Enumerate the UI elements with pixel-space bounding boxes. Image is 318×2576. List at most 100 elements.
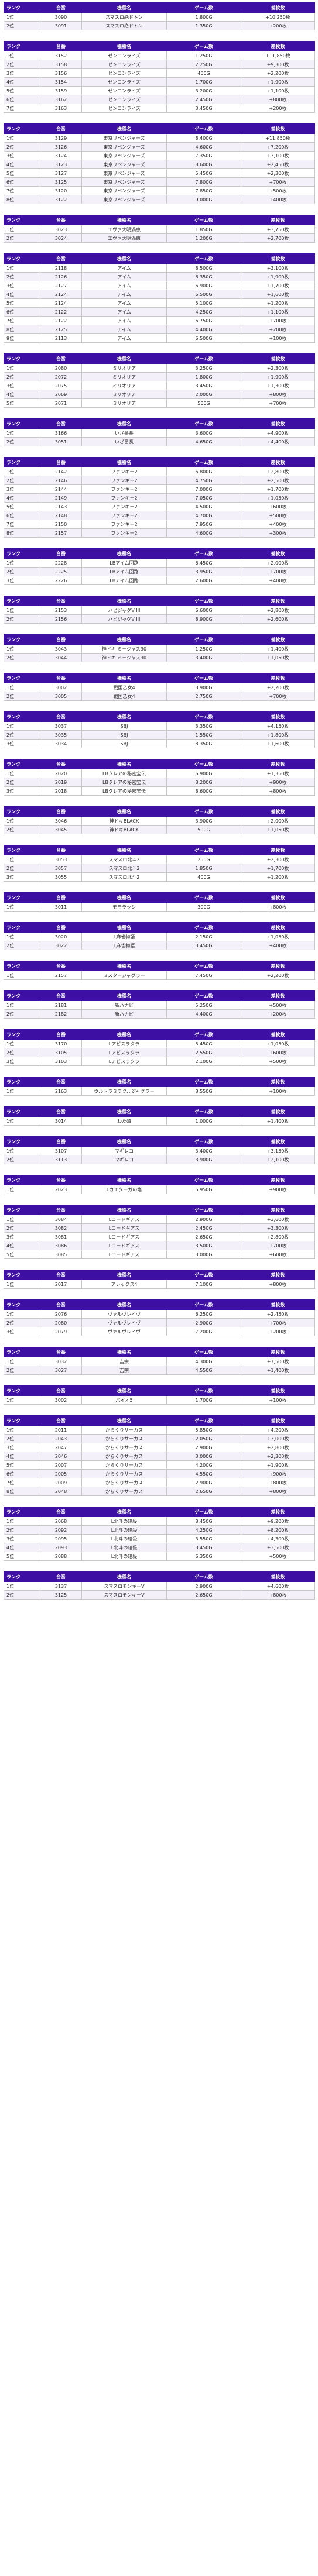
table-row: 1位 3170 Lアビスラクラ 5,450G +1,050枚 (4, 1039, 315, 1048)
game-count-cell: 6,350G (166, 272, 241, 281)
rank-cell: 2位 (4, 142, 40, 152)
rank-cell: 3位 (4, 381, 40, 390)
machine-number-cell: 3122 (40, 195, 82, 204)
rank-cell: 2位 (4, 1590, 40, 1600)
diff-coins-cell: +800枚 (241, 390, 315, 399)
table-header-row: ランク 台番 機種名 ゲーム数 差枚数 (4, 1385, 315, 1396)
diff-coins-cell: +8,200枚 (241, 1525, 315, 1535)
rank-cell: 2位 (4, 864, 40, 873)
table-row: 2位 2043 からくりサーカス 2,050G +3,000枚 (4, 1434, 315, 1443)
game-count-cell: 1,550G (166, 730, 241, 740)
table-row: 1位 3014 わた婿 1,000G +1,400枚 (4, 1116, 315, 1126)
game-count-cell: 2,000G (166, 390, 241, 399)
table-header-row: ランク 台番 機種名 ゲーム数 差枚数 (4, 711, 315, 722)
game-count-header: ゲーム数 (166, 2, 241, 13)
table-row: 6位 2148 ファンキー2 4,700G +500枚 (4, 511, 315, 520)
machine-name-header: 機種名 (81, 1507, 167, 1517)
game-count-cell: 2,050G (166, 1434, 241, 1443)
machine-name-cell: からくりサーカス (81, 1443, 167, 1452)
machine-number-cell: 3137 (40, 1581, 82, 1591)
ranking-block: ランク 台番 機種名 ゲーム数 差枚数 1位 2157 ミスタージャグラー 7,450G +2,2… (4, 961, 315, 980)
ranking-table: ランク 台番 機種名 ゲーム数 差枚数 1位 3002 バイオ5 1,700G +100枚 (4, 1385, 315, 1405)
table-row: 1位 2023 Lカエターガの塔 5,950G +900枚 (4, 1185, 315, 1194)
game-count-cell: 500G (166, 398, 241, 408)
machine-number-cell: 3020 (40, 932, 82, 941)
diff-coins-header: 差枚数 (241, 1299, 315, 1310)
table-row: 4位 2093 L北斗の暗殺 3,450G +3,500枚 (4, 1543, 315, 1552)
machine-number-header: 台番 (40, 990, 82, 1001)
game-count-header: ゲーム数 (166, 892, 241, 903)
game-count-cell: 1,000G (166, 1116, 241, 1126)
rank-cell: 1位 (4, 1357, 40, 1366)
machine-name-cell: SBJ (81, 730, 167, 740)
machine-number-header: 台番 (40, 1270, 82, 1280)
ranking-block: ランク 台番 機種名 ゲーム数 差枚数 1位 2142 ファンキー2 6,800G +2,800枚… (4, 457, 315, 538)
rank-cell: 3位 (4, 576, 40, 585)
ranking-block: ランク 台番 機種名 ゲーム数 差枚数 1位 3023 エヴァ大明渦恵 1,850G +3,750… (4, 215, 315, 243)
rank-header: ランク (4, 990, 40, 1001)
rank-cell: 3位 (4, 1232, 40, 1241)
ranking-block: ランク 台番 機種名 ゲーム数 差枚数 1位 2011 からくりサーカス 5,850G +4,20… (4, 1415, 315, 1496)
machine-number-cell: 3158 (40, 60, 82, 69)
table-header-row: ランク 台番 機種名 ゲーム数 差枚数 (4, 806, 315, 817)
game-count-cell: 2,900G (166, 1215, 241, 1224)
machine-name-header: 機種名 (81, 845, 167, 855)
rank-cell: 6位 (4, 95, 40, 104)
machine-name-header: 機種名 (81, 1205, 167, 1215)
machine-name-cell: 戦国乙女4 (81, 692, 167, 701)
rank-cell: 3位 (4, 484, 40, 494)
game-count-header: ゲーム数 (166, 673, 241, 683)
diff-coins-header: 差枚数 (241, 1385, 315, 1396)
machine-number-header: 台番 (40, 457, 82, 467)
machine-number-cell: 2095 (40, 1534, 82, 1543)
diff-coins-cell: +100枚 (241, 333, 315, 343)
diff-coins-cell: +800枚 (241, 902, 315, 912)
table-row: 9位 2113 アイム 6,500G +100枚 (4, 333, 315, 343)
ranking-block: ランク 台番 機種名 ゲーム数 差枚数 1位 2076 ヴァルヴレイヴ 6,250G +2,450… (4, 1299, 315, 1336)
diff-coins-header: 差枚数 (241, 457, 315, 467)
machine-name-cell: ミリオリア (81, 390, 167, 399)
machine-name-header: 機種名 (81, 1299, 167, 1310)
machine-number-cell: 3086 (40, 1241, 82, 1250)
game-count-cell: 5,850G (166, 1425, 241, 1435)
machine-name-cell: 東京リベンジャーズ (81, 195, 167, 204)
machine-number-cell: 2113 (40, 333, 82, 343)
table-row: 2位 3158 ゼンロンライズ 2,250G +9,300枚 (4, 60, 315, 69)
machine-name-cell: スマスロ絶ドトン (81, 21, 167, 30)
diff-coins-cell: +2,700枚 (241, 233, 315, 243)
machine-name-cell: L麻雀物語 (81, 941, 167, 950)
game-count-cell: 1,200G (166, 233, 241, 243)
machine-number-cell: 3084 (40, 1215, 82, 1224)
table-row: 1位 3002 戦国乙女4 3,900G +2,200枚 (4, 683, 315, 692)
diff-coins-cell: +2,450枚 (241, 1309, 315, 1319)
diff-coins-cell: +11,850枚 (241, 51, 315, 60)
ranking-table: ランク 台番 機種名 ゲーム数 差枚数 1位 2068 L北斗の暗殺 8,450G +9,200枚… (4, 1507, 315, 1561)
machine-name-cell: 東京リベンジャーズ (81, 151, 167, 160)
machine-number-header: 台番 (40, 548, 82, 559)
diff-coins-cell: +900枚 (241, 778, 315, 787)
machine-name-cell: 東京リベンジャーズ (81, 186, 167, 195)
rank-cell: 2位 (4, 60, 40, 69)
diff-coins-cell: +11,850枚 (241, 133, 315, 143)
table-row: 4位 3123 東京リベンジャーズ 8,600G +2,450枚 (4, 160, 315, 169)
machine-number-cell: 2125 (40, 325, 82, 334)
table-row: 1位 2163 ウルトラミラクルジャグラー 8,550G +100枚 (4, 1086, 315, 1096)
game-count-header: ゲーム数 (166, 961, 241, 971)
game-count-cell: 4,250G (166, 307, 241, 317)
table-row: 3位 2018 LBクレアの秘密宝伝 8,600G +800枚 (4, 786, 315, 796)
ranking-table: ランク 台番 機種名 ゲーム数 差枚数 1位 2118 アイム 8,500G +3,100枚 2位 2… (4, 253, 315, 343)
machine-name-header: 機種名 (81, 1175, 167, 1185)
ranking-block: ランク 台番 機種名 ゲーム数 差枚数 1位 3152 ゼンロンライズ 1,250G +11,85… (4, 41, 315, 113)
machine-number-cell: 2048 (40, 1487, 82, 1496)
game-count-header: ゲーム数 (166, 845, 241, 855)
machine-name-header: 機種名 (81, 41, 167, 51)
machine-number-cell: 2005 (40, 1469, 82, 1478)
table-header-row: ランク 台番 機種名 ゲーム数 差枚数 (4, 1507, 315, 1517)
machine-name-cell: ゼンロンライズ (81, 104, 167, 113)
machine-name-header: 機種名 (81, 253, 167, 264)
game-count-cell: 8,350G (166, 739, 241, 748)
table-row: 1位 3090 スマスロ絶ドトン 1,800G +10,250枚 (4, 12, 315, 22)
machine-name-cell: からくりサーカス (81, 1425, 167, 1435)
machine-number-cell: 2092 (40, 1525, 82, 1535)
machine-number-header: 台番 (40, 2, 82, 13)
